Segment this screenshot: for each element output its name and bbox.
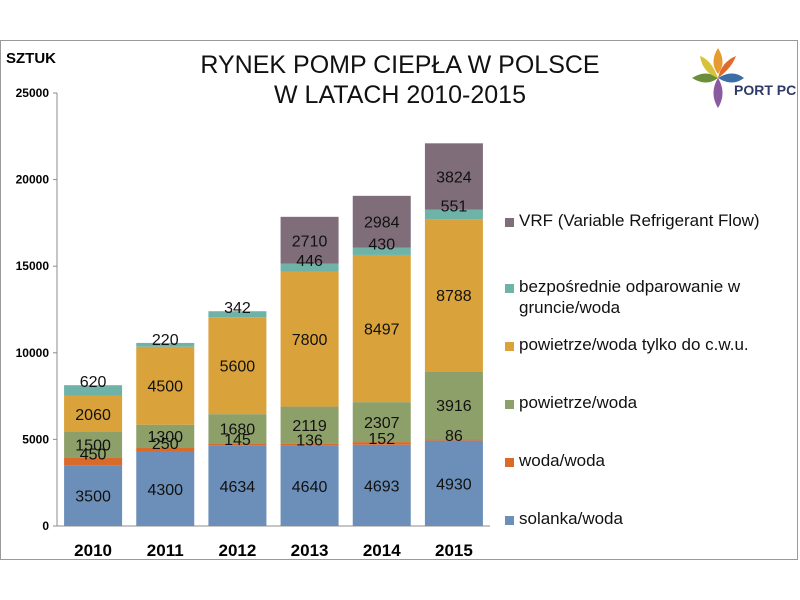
legend-swatch: [505, 400, 514, 409]
data-label: 2119: [292, 418, 327, 435]
chart-title: RYNEK POMP CIEPŁA W POLSCE W LATACH 2010…: [150, 50, 650, 110]
legend-swatch: [505, 284, 514, 293]
data-label: 4634: [220, 479, 256, 496]
bar-segment: [424, 143, 483, 210]
bar-segment: [64, 457, 123, 466]
bar-segment: [424, 219, 483, 372]
y-tick-label: 5000: [22, 432, 49, 446]
data-label: 2984: [364, 215, 400, 232]
data-label: 3500: [75, 489, 111, 506]
bar-segment: [64, 395, 123, 432]
data-label: 2060: [75, 407, 111, 424]
bar-segment: [136, 424, 195, 448]
bar-segment: [208, 414, 267, 444]
data-label: 620: [80, 374, 107, 391]
data-label: 342: [224, 300, 251, 317]
data-label: 8788: [436, 288, 472, 305]
data-label: 2710: [292, 233, 328, 250]
data-label: 4640: [292, 479, 328, 496]
y-tick-label: 0: [42, 519, 49, 533]
x-tick-label: 2011: [147, 541, 184, 560]
bar-segment: [208, 311, 267, 318]
data-label: 5600: [220, 359, 256, 376]
legend-swatch: [505, 458, 514, 467]
logo-text: PORT PC: [734, 82, 797, 98]
chart-frame: [0, 40, 798, 560]
x-tick-label: 2010: [74, 541, 112, 560]
bar-segment: [64, 465, 123, 526]
bar-segment: [280, 445, 339, 526]
data-label: 250: [152, 436, 179, 453]
bar-segment: [424, 371, 483, 440]
data-label: 4930: [436, 476, 472, 493]
y-tick-label: 25000: [16, 86, 50, 100]
x-tick-label: 2013: [291, 541, 329, 560]
data-label: 2307: [364, 415, 400, 432]
bar-segment: [424, 209, 483, 220]
port-pc-logo-icon: [692, 48, 744, 108]
data-label: 1500: [75, 438, 111, 455]
bar-segment: [352, 195, 411, 248]
x-tick-label: 2014: [363, 541, 401, 560]
bar-segment: [352, 444, 411, 526]
data-label: 8497: [364, 322, 400, 339]
chart-title-line-2: W LATACH 2010-2015: [274, 81, 526, 109]
bar-segment: [280, 271, 339, 407]
data-label: 446: [296, 253, 323, 270]
bar-segment: [280, 406, 339, 444]
data-label: 136: [296, 432, 323, 449]
bar-segment: [280, 443, 339, 446]
data-label: 1680: [220, 422, 256, 439]
bar-segment: [136, 447, 195, 452]
data-label: 1300: [147, 429, 183, 446]
bar-segment: [208, 317, 267, 415]
data-label: 551: [441, 199, 468, 216]
legend-label: VRF (Variable Refrigerant Flow): [519, 211, 760, 230]
data-label: 3824: [436, 169, 472, 186]
legend-swatch: [505, 516, 514, 525]
bar-segment: [424, 440, 483, 526]
y-tick-label: 10000: [16, 346, 50, 360]
x-tick-label: 2012: [219, 541, 257, 560]
data-label: 3916: [436, 398, 472, 415]
bar-segment: [280, 263, 339, 272]
legend-label: powietrze/woda: [519, 393, 638, 412]
bar-segment: [424, 439, 483, 441]
bar-segment: [208, 443, 267, 446]
legend-swatch: [505, 342, 514, 351]
data-label: 4300: [147, 482, 183, 499]
y-tick-label: 20000: [16, 173, 50, 187]
legend-label: bezpośrednie odparowanie w gruncie/woda: [519, 277, 741, 317]
bar-segment: [136, 342, 195, 347]
bar-segment: [352, 402, 411, 443]
legend-swatch: [505, 218, 514, 227]
data-label: 145: [224, 432, 251, 449]
y-axis-unit-label: SZTUK: [6, 50, 56, 67]
bar-segment: [352, 442, 411, 445]
bar-segment: [280, 216, 339, 264]
data-label: 450: [80, 447, 107, 464]
legend-label: solanka/woda: [519, 509, 623, 528]
data-label: 4693: [364, 478, 400, 495]
data-label: 7800: [292, 332, 328, 349]
legend-label: powietrze/woda tylko do c.w.u.: [519, 335, 749, 354]
bar-segment: [208, 445, 267, 526]
data-label: 4500: [147, 379, 183, 396]
bar-segment: [64, 385, 123, 396]
bar-segment: [136, 451, 195, 526]
chart-title-line-1: RYNEK POMP CIEPŁA W POLSCE: [200, 51, 600, 79]
data-label: 430: [368, 237, 395, 254]
x-tick-label: 2015: [435, 541, 473, 560]
data-label: 86: [445, 428, 463, 445]
data-label: 220: [152, 332, 179, 349]
y-tick-label: 15000: [16, 259, 50, 273]
bar-segment: [352, 247, 411, 255]
bar-segment: [352, 254, 411, 403]
bar-segment: [136, 346, 195, 425]
bar-segment: [64, 431, 123, 458]
legend-label: woda/woda: [519, 451, 606, 470]
data-label: 152: [368, 431, 395, 448]
